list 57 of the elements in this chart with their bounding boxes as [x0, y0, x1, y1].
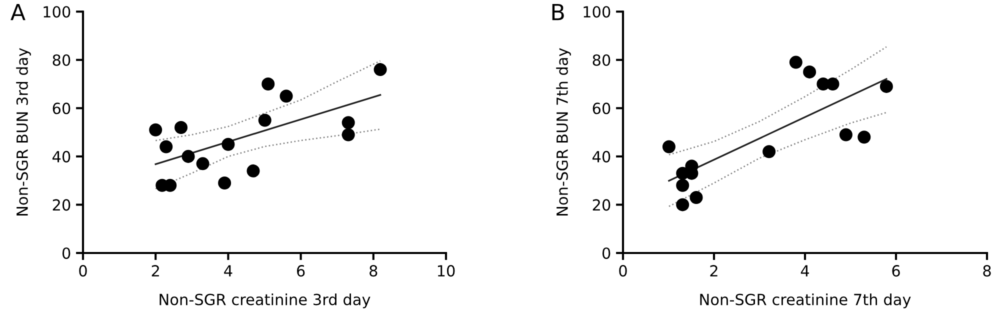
point: [662, 140, 676, 154]
x-tick-label: 10: [438, 265, 455, 277]
point: [149, 123, 162, 136]
y-axis-title: Non-SGR BUN 3rd day: [16, 48, 31, 216]
point: [880, 80, 893, 93]
point: [342, 116, 355, 130]
point: [690, 190, 703, 204]
point: [182, 150, 195, 163]
x-tick-label: 6: [297, 265, 305, 277]
x-tick-label: 0: [79, 265, 87, 277]
x-axis-title: Non-SGR creatinine 7th day: [700, 293, 911, 308]
y-tick-label: 20: [52, 199, 70, 211]
x-tick-label: 8: [370, 265, 378, 277]
y-tick-label: 20: [592, 199, 610, 211]
y-tick-label: 40: [592, 150, 610, 162]
line-series: [668, 46, 888, 156]
x-tick-label: 2: [152, 265, 159, 276]
chart-title: A: [10, 4, 26, 20]
x-axis-title: Non-SGR creatinine 3rd day: [160, 293, 370, 308]
point: [803, 65, 816, 78]
x-tick-label: 0: [619, 265, 627, 277]
point: [374, 63, 387, 76]
point: [196, 157, 210, 170]
point: [762, 145, 776, 158]
point: [174, 120, 188, 134]
line-series: [668, 112, 888, 208]
chart-title: B: [552, 4, 564, 20]
point: [839, 128, 852, 142]
y-tick-label: 40: [52, 150, 70, 162]
point: [676, 178, 690, 192]
point: [222, 138, 235, 151]
y-tick-label: 0: [602, 247, 610, 260]
point: [258, 114, 272, 127]
point: [676, 198, 690, 212]
y-tick-label: 60: [52, 102, 70, 114]
point: [262, 78, 275, 91]
point: [858, 130, 871, 144]
point: [280, 90, 293, 103]
x-tick-label: 6: [892, 265, 900, 277]
point: [342, 128, 355, 142]
line-series: [154, 60, 381, 142]
x-tick-label: 2: [710, 265, 718, 276]
point: [826, 78, 840, 91]
point: [160, 140, 173, 154]
x-tick-label: 4: [224, 265, 232, 276]
point: [789, 56, 802, 69]
point: [246, 164, 260, 178]
y-tick-label: 80: [592, 54, 610, 66]
x-tick-label: 4: [800, 265, 810, 276]
y-tick-label: 80: [52, 54, 70, 66]
y-tick-label: 0: [62, 247, 70, 260]
y-tick-label: 100: [584, 6, 610, 18]
y-axis-title: Non-SGR BUN 7th day: [556, 48, 571, 216]
point: [218, 176, 232, 190]
y-tick-label: 60: [592, 102, 610, 114]
x-tick-label: 8: [983, 265, 991, 277]
y-tick-label: 100: [44, 6, 70, 18]
